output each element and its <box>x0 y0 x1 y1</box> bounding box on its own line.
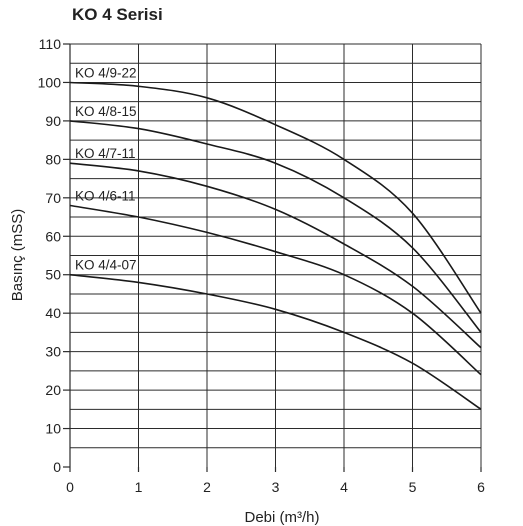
axes: 0 10 20 30 40 50 60 70 80 90 100 110 0 1 2 3 4 5 6 <box>38 36 485 495</box>
y-tick-label: 90 <box>45 113 61 129</box>
series-label: KO 4/6-11 <box>75 189 136 204</box>
y-tick-label: 40 <box>45 305 61 321</box>
series-label: KO 4/4-07 <box>75 258 137 273</box>
x-axis-label: Debi (m³/h) <box>244 509 319 526</box>
y-tick-label: 100 <box>38 74 62 90</box>
chart-title: KO 4 Serisi <box>72 5 163 24</box>
series-labels: KO 4/9-22 KO 4/8-15 KO 4/7-11 KO 4/6-11 KO 4… <box>75 65 137 272</box>
x-tick-label: 0 <box>66 479 74 495</box>
series-label: KO 4/7-11 <box>75 146 136 161</box>
y-tick-label: 70 <box>45 190 61 206</box>
series-label: KO 4/8-15 <box>75 104 137 119</box>
y-axis-label: Basınç (mSS) <box>9 209 26 302</box>
x-tick-label: 5 <box>409 479 417 495</box>
x-tick-label: 2 <box>203 479 211 495</box>
series-line <box>69 81 482 314</box>
series-line <box>69 120 482 333</box>
series-line <box>69 273 482 410</box>
grid <box>70 43 482 467</box>
x-tick-label: 6 <box>477 479 485 495</box>
x-tick-label: 3 <box>272 479 280 495</box>
y-tick-label: 30 <box>45 344 61 360</box>
y-tick-label: 110 <box>39 36 62 52</box>
y-tick-label: 10 <box>45 421 61 437</box>
series-line <box>69 204 482 376</box>
y-tick-label: 0 <box>53 459 61 475</box>
x-tick-label: 4 <box>340 479 348 495</box>
series-line <box>69 162 482 349</box>
x-tick-label: 1 <box>135 479 143 495</box>
y-tick-label: 20 <box>45 382 61 398</box>
y-tick-label: 80 <box>45 151 61 167</box>
y-tick-label: 50 <box>45 267 61 283</box>
y-tick-label: 60 <box>45 228 61 244</box>
series-label: KO 4/9-22 <box>75 65 137 80</box>
series-lines <box>69 81 482 410</box>
